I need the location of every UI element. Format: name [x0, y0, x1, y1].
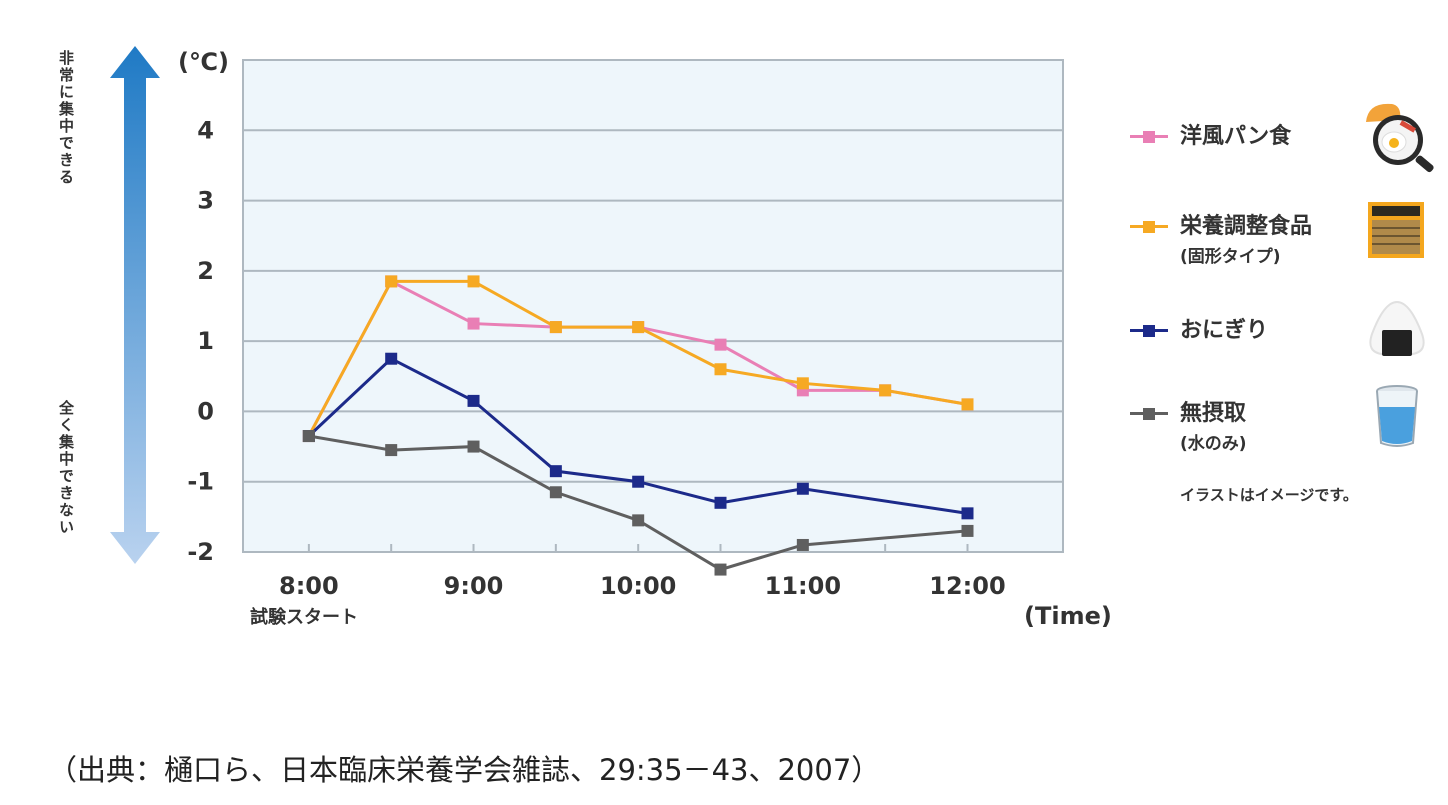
data-point — [961, 398, 974, 411]
legend-swatch-1 — [1130, 220, 1168, 234]
y-tick-label: 2 — [197, 257, 214, 285]
x-tick-label: 8:00 — [279, 572, 339, 600]
series-line — [307, 356, 968, 515]
data-point — [385, 352, 398, 365]
data-point — [961, 524, 974, 537]
onigiri-icon — [1369, 300, 1425, 356]
data-point — [549, 465, 562, 478]
y-tick-label: -2 — [187, 538, 214, 566]
data-point — [632, 321, 645, 334]
data-point — [796, 377, 809, 390]
legend-swatch-3 — [1130, 407, 1168, 421]
data-point — [549, 321, 562, 334]
data-point — [467, 275, 480, 288]
data-point — [714, 563, 727, 576]
series-3 — [302, 430, 974, 576]
x-tick-label: 9:00 — [444, 572, 504, 600]
y-unit-label: (℃) — [178, 48, 229, 76]
data-point — [467, 440, 480, 453]
legend-swatch-2 — [1130, 324, 1168, 338]
y-tick-label: 1 — [197, 327, 214, 355]
x-tick-label: 12:00 — [929, 572, 1005, 600]
nutrition-bar-icon — [1368, 202, 1424, 258]
data-point — [714, 496, 727, 509]
data-point — [467, 394, 480, 407]
bread-egg-pan-icon — [1366, 103, 1434, 173]
data-point — [796, 482, 809, 495]
series-group — [302, 275, 974, 576]
data-point — [302, 430, 315, 443]
x-start-note: 試験スタート — [250, 606, 358, 628]
y-tick-label: -1 — [187, 468, 214, 496]
illustration-note: イラストはイメージです。 — [1180, 486, 1358, 504]
x-tick-labels: 8:00 9:00 10:00 11:00 12:00 — [279, 572, 1006, 600]
series-line — [308, 434, 968, 572]
legend: 洋風パン食 栄養調整食品 (固形タイプ) — [1125, 90, 1435, 530]
series-2 — [302, 352, 974, 520]
source-citation: （出典：樋口ら、日本臨床栄養学会雑誌、29:35－43、2007） — [48, 753, 881, 787]
x-tick-label: 10:00 — [600, 572, 676, 600]
focus-low-label: 全く集中できない — [57, 399, 75, 536]
data-point — [467, 317, 480, 330]
x-tick-label: 11:00 — [765, 572, 841, 600]
chart-canvas: 非常に集中できる 全く集中できない 4 3 2 1 0 -1 -2 8:00 9:00 10:0… — [57, 46, 1112, 630]
legend-swatch-0 — [1130, 130, 1168, 144]
legend-label-0: 洋風パン食 — [1180, 124, 1292, 149]
x-unit-label: (Time) — [1024, 602, 1112, 630]
data-point — [714, 363, 727, 376]
focus-scale-arrow — [110, 46, 160, 564]
y-tick-label: 4 — [197, 116, 214, 144]
data-point — [632, 475, 645, 488]
data-point — [632, 514, 645, 527]
legend-label-2: おにぎり — [1180, 318, 1269, 343]
legend-label-3: 無摂取 — [1180, 401, 1247, 426]
grid-lines — [243, 129, 1063, 483]
data-point — [385, 444, 398, 457]
data-point — [961, 507, 974, 520]
data-point — [385, 275, 398, 288]
y-tick-labels: 4 3 2 1 0 -1 -2 — [187, 116, 214, 566]
water-glass-icon — [1376, 385, 1418, 447]
legend-label-1: 栄養調整食品 — [1180, 214, 1313, 239]
y-tick-label: 0 — [197, 397, 214, 425]
data-point — [796, 538, 809, 551]
focus-high-label: 非常に集中できる — [57, 49, 75, 186]
data-point — [549, 486, 562, 499]
plot-area — [242, 59, 1064, 553]
data-point — [714, 338, 727, 351]
legend-sublabel-3: (水のみ) — [1180, 434, 1247, 454]
legend-sublabel-1: (固形タイプ) — [1180, 247, 1281, 267]
y-tick-label: 3 — [197, 187, 214, 215]
data-point — [879, 384, 892, 397]
